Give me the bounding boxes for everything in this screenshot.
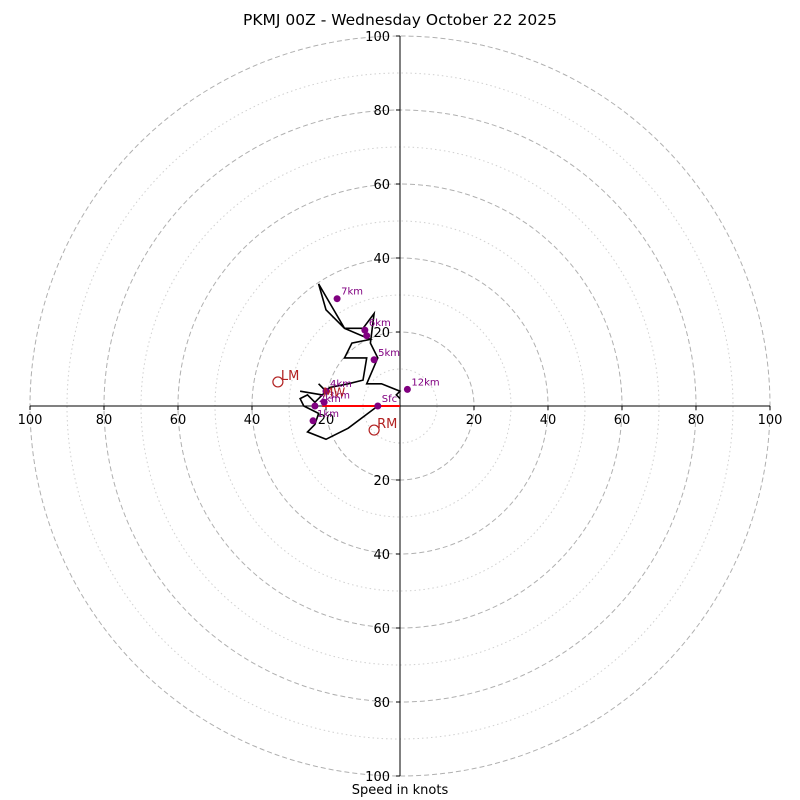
x-tick-label: 40 — [244, 413, 261, 428]
height-marker-label: 12km — [411, 377, 439, 388]
y-tick-label: 100 — [365, 770, 390, 785]
y-tick-label: 80 — [373, 104, 390, 119]
height-marker-label: 1km — [317, 409, 339, 420]
x-tick-label: 60 — [614, 413, 631, 428]
hodograph-trace-group — [299, 283, 402, 441]
storm-motion-label: LM — [281, 369, 299, 384]
x-tick-label: 20 — [466, 413, 483, 428]
height-marker-point — [311, 402, 319, 410]
height-marker-label: 5km — [378, 348, 400, 359]
storm-motion-group: RM LM — [272, 369, 397, 436]
height-marker-label: 6km — [369, 318, 391, 329]
mean-wind-label: MW — [323, 386, 345, 400]
storm-motion-marker — [272, 376, 284, 388]
chart-title: PKMJ 00Z - Wednesday October 22 2025 — [243, 11, 557, 29]
x-tick-label: 60 — [170, 413, 187, 428]
height-marker-point — [322, 387, 330, 395]
height-marker-point — [370, 356, 378, 364]
height-marker-label: Sfc — [382, 394, 397, 405]
x-axis-label: Speed in knots — [351, 783, 449, 798]
height-marker-point — [403, 385, 411, 393]
x-tick-label: 100 — [18, 413, 43, 428]
y-tick-label: 40 — [373, 548, 390, 563]
height-marker-point — [333, 295, 341, 303]
height-marker-label: 4km — [330, 379, 352, 390]
height-marker-label: 2km — [319, 394, 341, 405]
y-tick-label: 80 — [373, 696, 390, 711]
storm-motion-label: RM — [377, 417, 397, 432]
x-tick-label: 80 — [96, 413, 113, 428]
height-marker-point — [361, 326, 369, 334]
x-tick-label: 100 — [758, 413, 783, 428]
tick-labels: 100 100 80 80 60 60 40 40 20 20 20 20 40 40 60 60 80 80 10… — [18, 30, 783, 785]
hodograph-line — [299, 283, 402, 441]
height-marker-label: 3km — [328, 390, 350, 401]
height-marker-label: 7km — [341, 287, 363, 298]
y-tick-label: 100 — [365, 30, 390, 45]
height-marker-point — [363, 332, 371, 340]
height-marker-point — [320, 398, 328, 406]
storm-motion-marker — [368, 424, 380, 436]
height-marker-point — [374, 402, 382, 410]
y-tick-label: 60 — [373, 622, 390, 637]
y-tick-label: 60 — [373, 178, 390, 193]
y-tick-label: 20 — [373, 326, 390, 341]
height-marker-point — [309, 417, 317, 425]
y-tick-label: 40 — [373, 252, 390, 267]
x-tick-label: 20 — [318, 413, 335, 428]
x-tick-label: 80 — [688, 413, 705, 428]
y-tick-label: 20 — [373, 474, 390, 489]
x-tick-label: 40 — [540, 413, 557, 428]
